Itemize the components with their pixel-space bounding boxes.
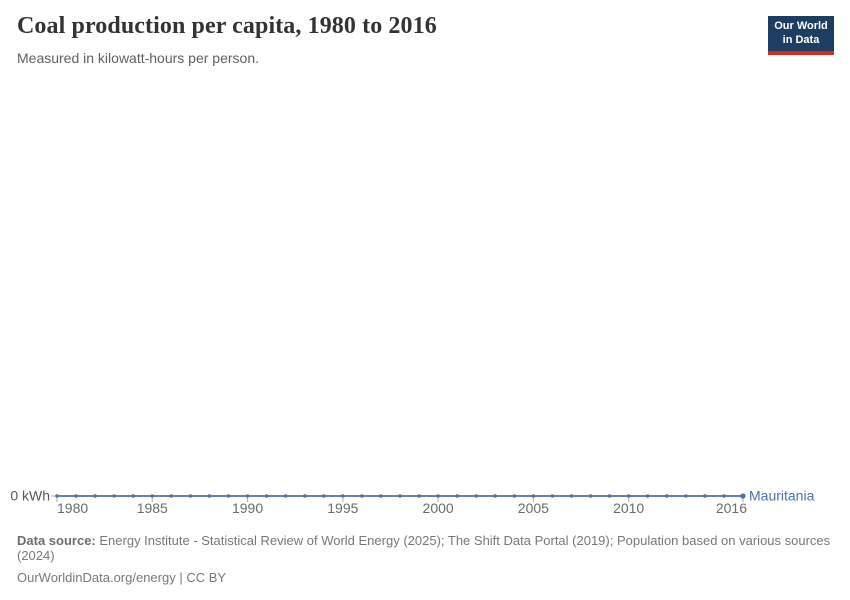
data-point [74,494,78,498]
data-source-label: Data source: [17,533,96,548]
owid-logo-red-bar [768,50,834,55]
x-axis-tick-label: 1980 [57,500,88,516]
data-point [169,494,174,498]
data-point [665,494,669,498]
owid-logo: Our World in Data [768,16,834,55]
x-axis-tick-label: 1995 [327,500,358,516]
data-point [626,494,631,498]
x-axis-tick-label: 1985 [137,500,168,516]
data-point [150,494,154,498]
data-point [684,494,688,498]
x-axis-tick-label: 2000 [423,500,454,516]
data-point [245,494,250,498]
data-point [531,494,536,498]
y-axis-zero-label: 0 kWh [10,488,50,504]
data-point [569,494,574,498]
x-axis-tick-label: 2005 [518,500,549,516]
owid-logo-line1: Our World [774,20,828,32]
x-axis-tick-label: 1990 [232,500,263,516]
series-entity-label[interactable]: Mauritania [749,488,815,504]
chart-subtitle: Measured in kilowatt-hours per person. [17,50,260,66]
x-axis-tick-label: 2010 [613,500,644,516]
data-point [417,494,421,498]
data-point [188,494,193,498]
data-point [722,494,726,498]
data-point [512,494,517,498]
data-point [493,494,497,498]
data-point [55,494,59,498]
data-point [207,494,212,498]
license-line[interactable]: OurWorldinData.org/energy | CC BY [17,569,227,585]
x-axis-tick-label: 2016 [716,500,747,516]
data-point [550,494,555,498]
data-point [226,494,231,498]
data-point [398,494,402,498]
data-point [283,494,288,498]
data-point [303,494,307,498]
data-source-text: Energy Institute - Statistical Review of… [17,533,831,564]
data-point [341,494,345,498]
data-point [646,494,650,498]
data-point [93,494,97,498]
owid-logo-text: Our World in Data [768,16,834,51]
data-point [455,494,459,498]
data-point [436,494,440,498]
data-point [740,493,746,499]
data-point [322,494,326,498]
data-point [474,494,478,498]
chart-footer: Data source: Energy Institute - Statisti… [17,533,835,585]
data-source-line: Data source: Energy Institute - Statisti… [17,533,835,564]
owid-logo-line2: in Data [782,33,820,46]
data-point [360,494,364,498]
data-point [607,494,612,498]
data-point [131,494,135,498]
data-point [112,494,116,498]
data-point [588,494,593,498]
data-point [379,494,383,498]
data-point [703,494,707,498]
chart-title: Coal production per capita, 1980 to 2016 [17,13,437,39]
data-point [264,494,269,498]
